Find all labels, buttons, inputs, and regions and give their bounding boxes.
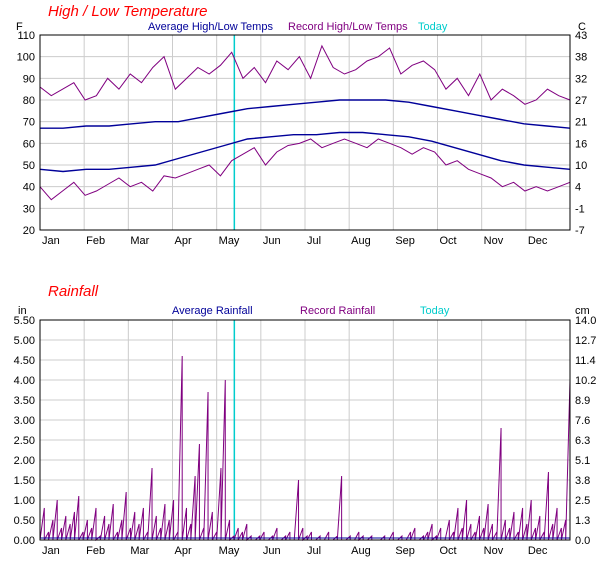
svg-text:90: 90	[23, 73, 35, 85]
svg-text:5.00: 5.00	[14, 335, 35, 347]
svg-text:2.5: 2.5	[575, 495, 590, 507]
svg-text:May: May	[219, 235, 240, 247]
svg-text:0.0: 0.0	[575, 535, 590, 547]
svg-text:5.50: 5.50	[14, 315, 35, 327]
svg-text:32: 32	[575, 73, 587, 85]
svg-text:4: 4	[575, 182, 581, 194]
svg-text:Sep: Sep	[395, 235, 415, 247]
svg-text:3.50: 3.50	[14, 395, 35, 407]
svg-text:10: 10	[575, 160, 587, 172]
svg-text:80: 80	[23, 95, 35, 107]
svg-text:60: 60	[23, 138, 35, 150]
svg-text:8.9: 8.9	[575, 395, 590, 407]
svg-text:110: 110	[17, 30, 35, 42]
svg-text:-7: -7	[575, 225, 585, 237]
svg-text:1.00: 1.00	[14, 495, 35, 507]
svg-text:70: 70	[23, 117, 35, 129]
svg-text:6.3: 6.3	[575, 435, 590, 447]
svg-text:0.00: 0.00	[14, 535, 35, 547]
svg-text:Nov: Nov	[484, 545, 504, 557]
svg-text:Aug: Aug	[351, 545, 371, 557]
svg-text:Jul: Jul	[307, 235, 321, 247]
svg-text:27: 27	[575, 95, 587, 107]
svg-text:1.3: 1.3	[575, 515, 590, 527]
svg-text:Jun: Jun	[263, 545, 281, 557]
svg-text:Aug: Aug	[351, 235, 371, 247]
svg-text:3.00: 3.00	[14, 415, 35, 427]
svg-text:43: 43	[575, 30, 587, 42]
svg-text:38: 38	[575, 52, 587, 64]
svg-text:20: 20	[23, 225, 35, 237]
svg-text:4.50: 4.50	[14, 355, 35, 367]
svg-text:30: 30	[23, 203, 35, 215]
svg-text:Feb: Feb	[86, 545, 105, 557]
svg-text:Feb: Feb	[86, 235, 105, 247]
rain-chart: 0.00 0.0 0.50 1.3 1.00 2.5 1.50 3.8 2.00 5.1 2.50 6…	[14, 315, 597, 557]
svg-text:May: May	[219, 545, 240, 557]
svg-text:10.2: 10.2	[575, 375, 596, 387]
svg-text:0.50: 0.50	[14, 515, 35, 527]
rain-legend: Average Rainfall Record Rainfall Today	[172, 305, 450, 317]
svg-text:50: 50	[23, 160, 35, 172]
svg-text:5.1: 5.1	[575, 455, 590, 467]
svg-text:Oct: Oct	[440, 235, 457, 247]
svg-text:4.00: 4.00	[14, 375, 35, 387]
svg-text:Sep: Sep	[395, 545, 415, 557]
svg-text:Jun: Jun	[263, 235, 281, 247]
svg-text:40: 40	[23, 182, 35, 194]
svg-text:Mar: Mar	[130, 235, 149, 247]
svg-text:2.50: 2.50	[14, 435, 35, 447]
temp-chart-title: High / Low Temperature	[48, 3, 208, 20]
svg-text:14.0: 14.0	[575, 315, 596, 327]
svg-text:Nov: Nov	[484, 235, 504, 247]
temp-legend-rec: Record High/Low Temps	[288, 21, 408, 33]
rain-legend-rec: Record Rainfall	[300, 305, 375, 317]
svg-text:12.7: 12.7	[575, 335, 596, 347]
temp-chart: 20 -7 30 -1 40 4 50 10 60 16 70 21 80 27 90 32 100 38 110 4…	[17, 30, 588, 247]
svg-text:Jan: Jan	[42, 235, 60, 247]
svg-text:3.8: 3.8	[575, 475, 590, 487]
svg-text:Oct: Oct	[440, 545, 457, 557]
svg-text:16: 16	[575, 138, 587, 150]
rain-legend-today: Today	[420, 305, 450, 317]
svg-text:-1: -1	[575, 203, 585, 215]
svg-text:7.6: 7.6	[575, 415, 590, 427]
svg-text:Dec: Dec	[528, 545, 548, 557]
svg-text:Apr: Apr	[175, 545, 192, 557]
svg-text:1.50: 1.50	[14, 475, 35, 487]
svg-text:Apr: Apr	[175, 235, 192, 247]
temp-legend-avg: Average High/Low Temps	[148, 21, 273, 33]
svg-text:21: 21	[575, 117, 587, 129]
svg-text:Dec: Dec	[528, 235, 548, 247]
svg-text:100: 100	[17, 52, 35, 64]
rain-legend-avg: Average Rainfall	[172, 305, 253, 317]
svg-text:Mar: Mar	[130, 545, 149, 557]
temp-legend-today: Today	[418, 21, 448, 33]
rain-chart-title: Rainfall	[48, 283, 99, 300]
svg-text:Jul: Jul	[307, 545, 321, 557]
svg-text:Jan: Jan	[42, 545, 60, 557]
temp-legend: Average High/Low Temps Record High/Low T…	[148, 21, 448, 33]
svg-text:2.00: 2.00	[14, 455, 35, 467]
svg-text:11.4: 11.4	[575, 355, 596, 367]
